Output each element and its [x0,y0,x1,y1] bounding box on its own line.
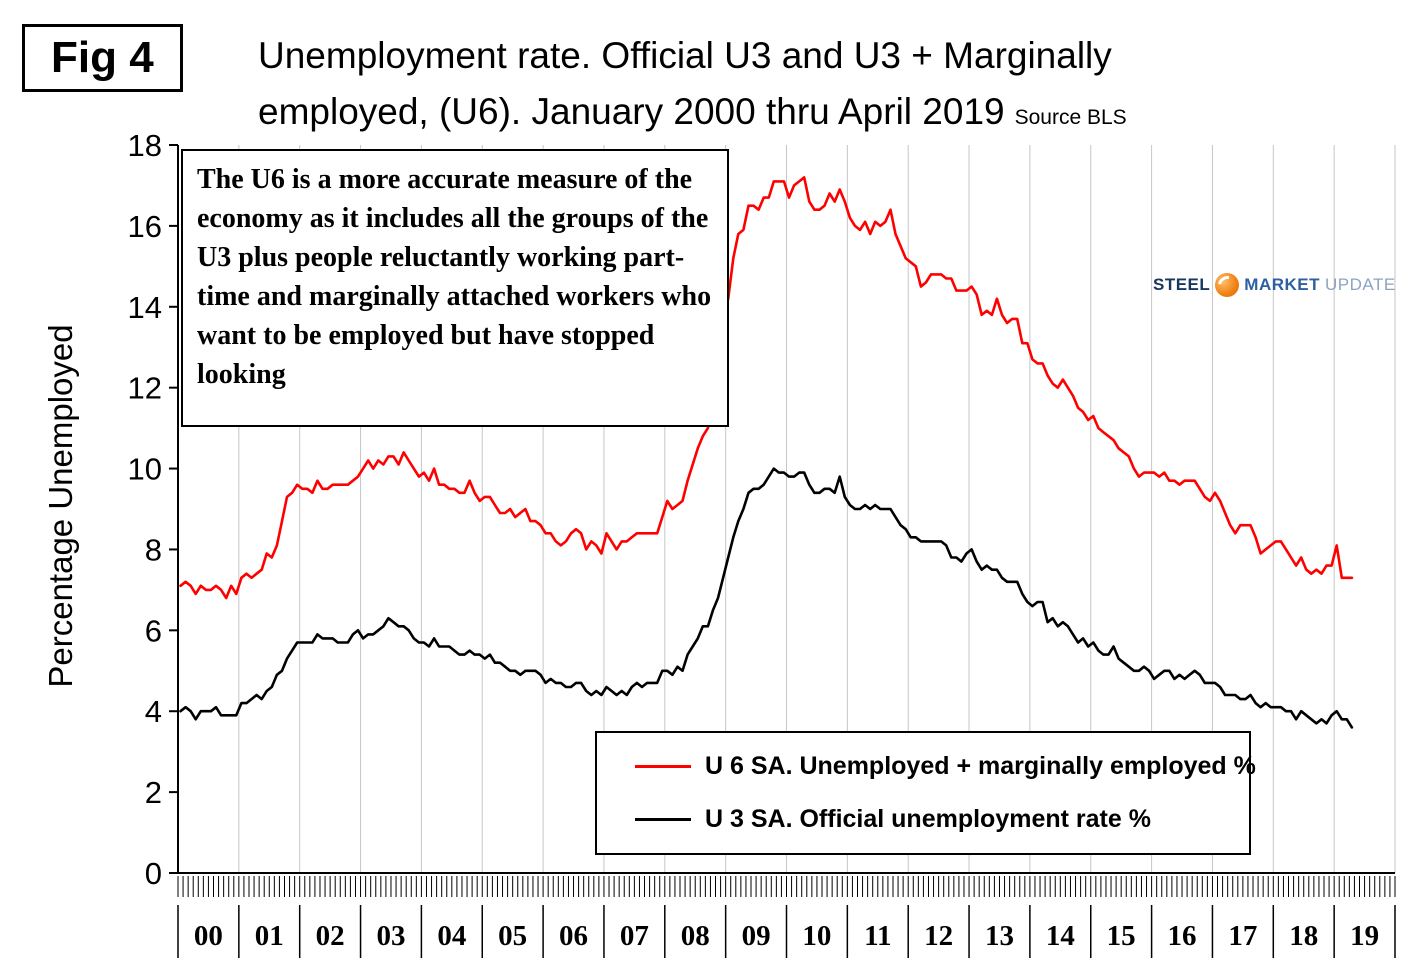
legend-u6-label: U 6 SA. Unemployed + marginally employed… [705,752,1256,780]
svg-text:00: 00 [194,920,223,952]
u3-series-line [179,467,1354,729]
svg-text:10: 10 [802,920,831,952]
svg-text:12: 12 [924,920,953,952]
svg-text:0: 0 [145,856,162,891]
fig-label: Fig 4 [51,33,154,82]
svg-text:15: 15 [1107,920,1136,952]
svg-text:13: 13 [985,920,1014,952]
annotation-text: The U6 is a more accurate measure of the… [197,164,712,390]
chart-title-line1: Unemployment rate. Official U3 and U3 + … [258,35,1112,76]
logo-swoosh-icon [1214,271,1241,299]
legend-u3-line-icon [635,818,691,821]
svg-text:8: 8 [145,532,162,567]
svg-text:11: 11 [864,920,891,952]
x-axis-ticks: 00 01 02 03 04 05 06 07 08 09 10 11 12 13 14 15 16 17 18 19 [177,876,1396,958]
svg-text:6: 6 [145,613,162,648]
svg-text:03: 03 [376,920,405,952]
svg-text:19: 19 [1350,920,1379,952]
logo-steel-text: STEEL [1153,275,1211,294]
svg-text:14: 14 [1046,920,1075,952]
axes [177,145,1395,874]
svg-text:08: 08 [681,920,710,952]
svg-text:05: 05 [498,920,527,952]
svg-text:2: 2 [145,775,162,810]
svg-text:4: 4 [145,694,162,729]
chart-title-line2: employed, (U6). January 2000 thru April … [258,91,1005,132]
svg-text:12: 12 [128,371,162,406]
svg-text:02: 02 [316,920,345,952]
chart-title: Unemployment rate. Official U3 and U3 + … [258,28,1127,146]
svg-text:01: 01 [255,920,284,952]
svg-text:09: 09 [742,920,771,952]
legend-u3-label: U 3 SA. Official unemployment rate % [705,805,1151,833]
svg-text:16: 16 [128,209,162,244]
svg-text:04: 04 [437,920,466,952]
logo-market-text: MARKET [1244,275,1321,294]
y-axis-title: Percentage Unemployed [42,324,79,688]
svg-text:18: 18 [128,128,162,163]
logo-globe-icon [1214,271,1241,299]
fig-label-box: Fig 4 [22,24,183,92]
source-label: Source BLS [1014,106,1127,129]
svg-text:14: 14 [128,290,162,325]
y-axis-ticks: 0 2 4 6 8 10 12 14 16 18 [128,128,178,891]
logo-update-text: UPDATE [1325,275,1396,294]
annotation-box: The U6 is a more accurate measure of the… [181,149,729,427]
legend-u6-line-icon [635,765,691,768]
svg-text:17: 17 [1228,920,1257,952]
legend-item-u6: U 6 SA. Unemployed + marginally employed… [635,752,1256,781]
svg-text:07: 07 [620,920,649,952]
svg-text:06: 06 [559,920,588,952]
svg-text:10: 10 [128,452,162,487]
legend-item-u3: U 3 SA. Official unemployment rate % [635,805,1249,834]
legend: U 6 SA. Unemployed + marginally employed… [595,731,1256,855]
u6-series-line [179,176,1354,600]
svg-text:18: 18 [1289,920,1318,952]
chart-title-line2-wrap: employed, (U6). January 2000 thru April … [258,84,1127,146]
svg-text:16: 16 [1168,920,1197,952]
smu-logo: STEEL MARKET UPDATE [1153,271,1396,299]
